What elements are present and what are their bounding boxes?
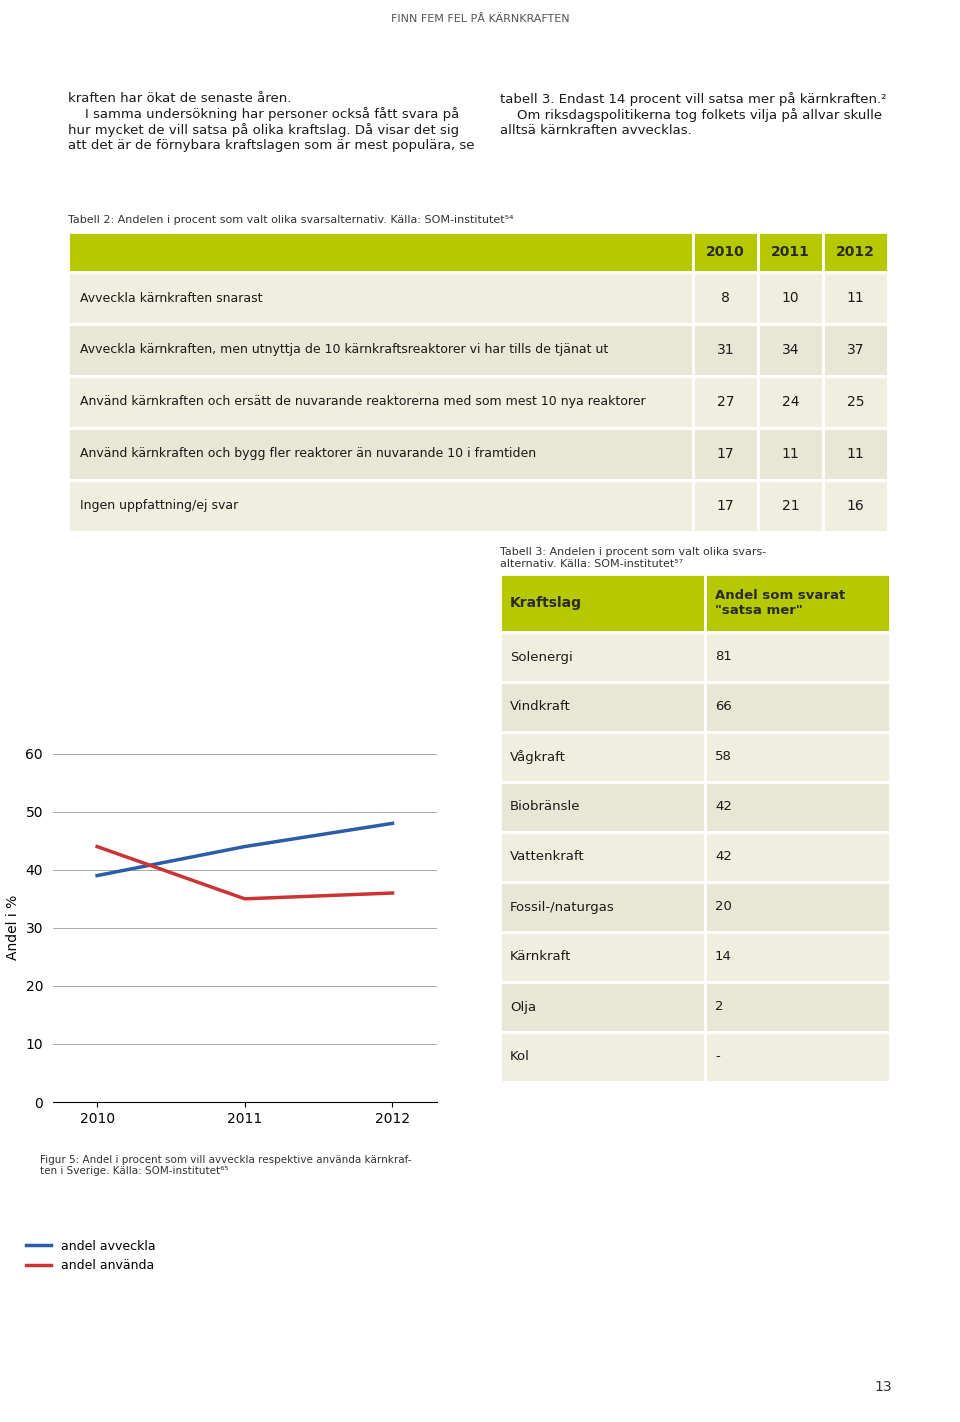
Bar (68, 272, 693, 324)
Text: Avveckla kärnkraften, men utnyttja de 10 kärnkraftsreaktorer vi har tills de tjä: Avveckla kärnkraften, men utnyttja de 10… (80, 344, 609, 357)
Bar (823, 428, 888, 481)
Bar (68, 481, 693, 532)
Text: 14: 14 (715, 950, 732, 964)
Text: Vattenkraft: Vattenkraft (510, 850, 585, 863)
Bar (758, 232, 823, 272)
Text: 16: 16 (847, 499, 864, 513)
Text: 17: 17 (717, 447, 734, 461)
Text: 2: 2 (715, 1001, 724, 1014)
Bar (823, 324, 888, 375)
Text: 42: 42 (715, 801, 732, 813)
Bar (705, 931, 890, 983)
Text: -: - (715, 1051, 720, 1064)
Text: Kol: Kol (510, 1051, 530, 1064)
Text: Vågkraft: Vågkraft (510, 749, 565, 764)
Text: Solenergi: Solenergi (510, 650, 573, 664)
Bar (500, 683, 705, 732)
Text: 24: 24 (781, 395, 800, 410)
Bar (500, 631, 705, 683)
Bar (758, 324, 823, 375)
Bar (68, 232, 693, 272)
Bar (500, 782, 705, 832)
Bar (68, 428, 693, 481)
Bar (705, 631, 890, 683)
Bar (705, 574, 890, 631)
Text: 27: 27 (717, 395, 734, 410)
Bar (758, 375, 823, 428)
Bar (705, 1032, 890, 1082)
Text: 11: 11 (847, 447, 864, 461)
Bar (758, 272, 823, 324)
Bar (693, 272, 758, 324)
Text: 31: 31 (717, 343, 734, 357)
Text: Fossil-/naturgas: Fossil-/naturgas (510, 900, 614, 913)
Text: FINN FEM FEL PÅ KÄRNKRAFTEN: FINN FEM FEL PÅ KÄRNKRAFTEN (391, 14, 569, 24)
Bar (500, 983, 705, 1032)
Text: tabell 3. Endast 14 procent vill satsa mer på kärnkraften.²
    Om riksdagspolit: tabell 3. Endast 14 procent vill satsa m… (500, 92, 886, 137)
Bar (68, 324, 693, 375)
Text: 17: 17 (717, 499, 734, 513)
Bar (758, 428, 823, 481)
Y-axis label: Andel i %: Andel i % (6, 896, 20, 960)
Text: Kärnkraft: Kärnkraft (510, 950, 571, 964)
Bar (823, 375, 888, 428)
Bar (693, 324, 758, 375)
Bar (693, 232, 758, 272)
Text: Avveckla kärnkraften snarast: Avveckla kärnkraften snarast (80, 292, 262, 304)
Text: 25: 25 (847, 395, 864, 410)
Text: Vindkraft: Vindkraft (510, 701, 571, 714)
Bar (758, 481, 823, 532)
Text: 42: 42 (715, 850, 732, 863)
Bar (68, 375, 693, 428)
Text: 8: 8 (721, 292, 730, 304)
Text: 34: 34 (781, 343, 800, 357)
Bar (500, 574, 705, 631)
Text: 66: 66 (715, 701, 732, 714)
Bar (705, 983, 890, 1032)
Text: Tabell 2: Andelen i procent som valt olika svarsalternativ. Källa: SOM-institute: Tabell 2: Andelen i procent som valt oli… (68, 215, 514, 225)
Text: 21: 21 (781, 499, 800, 513)
Text: 10: 10 (781, 292, 800, 304)
Bar (500, 1032, 705, 1082)
Bar (500, 832, 705, 882)
Bar (705, 732, 890, 782)
Text: 37: 37 (847, 343, 864, 357)
Text: Använd kärnkraften och bygg fler reaktorer än nuvarande 10 i framtiden: Använd kärnkraften och bygg fler reaktor… (80, 448, 536, 461)
Text: Kraftslag: Kraftslag (510, 596, 582, 610)
Bar (705, 832, 890, 882)
Bar (500, 931, 705, 983)
Text: 13: 13 (875, 1379, 892, 1394)
Text: Andel som svarat
"satsa mer": Andel som svarat "satsa mer" (715, 589, 845, 617)
Text: Olja: Olja (510, 1001, 536, 1014)
Text: 20: 20 (715, 900, 732, 913)
Text: Biobränsle: Biobränsle (510, 801, 581, 813)
Text: 2011: 2011 (771, 245, 810, 259)
Bar (693, 375, 758, 428)
Bar (823, 232, 888, 272)
Text: Tabell 3: Andelen i procent som valt olika svars-
alternativ. Källa: SOM-institu: Tabell 3: Andelen i procent som valt oli… (500, 547, 766, 569)
Bar (823, 272, 888, 324)
Text: Figur 5: Andel i procent som vill avveckla respektive använda kärnkraf-
ten i Sv: Figur 5: Andel i procent som vill avveck… (40, 1155, 412, 1176)
Legend: andel avveckla, andel använda: andel avveckla, andel använda (21, 1234, 160, 1277)
Bar (693, 428, 758, 481)
Bar (500, 882, 705, 931)
Bar (705, 683, 890, 732)
Bar (500, 732, 705, 782)
Bar (823, 481, 888, 532)
Text: 2012: 2012 (836, 245, 875, 259)
Text: 2010: 2010 (707, 245, 745, 259)
Text: kraften har ökat de senaste åren.
    I samma undersökning har personer också få: kraften har ökat de senaste åren. I samm… (68, 92, 474, 152)
Text: 11: 11 (781, 447, 800, 461)
Text: 58: 58 (715, 751, 732, 764)
Text: Använd kärnkraften och ersätt de nuvarande reaktorerna med som mest 10 nya reakt: Använd kärnkraften och ersätt de nuvaran… (80, 395, 646, 408)
Text: 11: 11 (847, 292, 864, 304)
Bar (705, 782, 890, 832)
Text: Ingen uppfattning/ej svar: Ingen uppfattning/ej svar (80, 499, 238, 512)
Bar (705, 882, 890, 931)
Bar (693, 481, 758, 532)
Text: 81: 81 (715, 650, 732, 664)
